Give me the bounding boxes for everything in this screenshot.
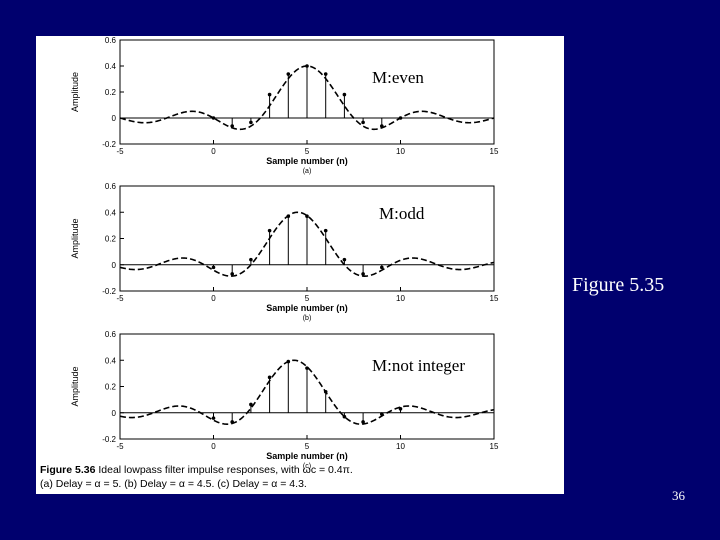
caption-text: Ideal lowpass filter impulse responses, …	[98, 464, 353, 476]
plot-2: -0.2 0 0.2 0.4 0.6 -5 0 5 10 15 Sample number (n) (…	[70, 182, 499, 322]
y-tick-label: 0	[112, 261, 117, 270]
stem-marker	[249, 257, 253, 262]
x-tick-label: 5	[305, 442, 310, 451]
stem-marker	[323, 72, 328, 76]
page-number: 36	[672, 488, 685, 503]
annotation-m-odd: M:odd	[379, 204, 425, 223]
x-tick-label: -5	[116, 442, 124, 451]
stem-marker	[398, 407, 403, 411]
y-tick-label: 0.2	[105, 88, 117, 97]
panel-sublabel: (a)	[303, 168, 312, 175]
y-tick-label: 0.4	[105, 356, 117, 365]
stem-marker	[230, 124, 234, 128]
stem-marker	[305, 214, 309, 218]
stem-marker	[249, 120, 253, 125]
stem-marker	[267, 375, 272, 380]
panel-sublabel: (b)	[303, 315, 312, 322]
y-tick-label: -0.2	[102, 140, 116, 149]
stem-marker	[380, 265, 384, 270]
stem-marker	[361, 120, 365, 125]
x-tick-label: 15	[490, 442, 499, 451]
y-tick-label: 0	[112, 114, 117, 123]
x-tick-label: -5	[116, 147, 124, 156]
x-tick-label: 0	[211, 147, 216, 156]
x-tick-label: 10	[396, 294, 405, 303]
x-tick-label: 5	[305, 147, 310, 156]
annotation-m-not-integer: M:not integer	[372, 356, 466, 375]
y-tick-label: 0.4	[105, 62, 117, 71]
plot-3: -0.2 0 0.2 0.4 0.6 -5 0 5 10 15 Sample number (n) (…	[70, 330, 499, 470]
y-tick-label: 0.6	[105, 36, 117, 45]
stem-marker	[342, 92, 347, 97]
annotation-m-even: M:even	[372, 68, 424, 87]
x-tick-label: 15	[490, 294, 499, 303]
stem-marker	[230, 272, 234, 276]
x-tick-label: 10	[396, 147, 405, 156]
x-tick-label: 5	[305, 294, 310, 303]
y-tick-label: 0.6	[105, 330, 117, 339]
y-axis-label: Amplitude	[70, 366, 80, 406]
figure-caption-line1: Figure 5.36 Ideal lowpass filter impulse…	[40, 464, 353, 476]
sinc-curve	[119, 359, 495, 425]
stem-marker	[249, 402, 253, 407]
y-axis-label: Amplitude	[70, 218, 80, 258]
stem-marker	[380, 412, 384, 416]
stem-marker	[267, 92, 272, 97]
x-tick-label: 15	[490, 147, 499, 156]
stem-marker	[286, 72, 291, 76]
panel-sublabel: (c)	[303, 463, 311, 470]
y-axis-label: Amplitude	[70, 72, 80, 112]
x-axis-label: Sample number (n)	[266, 303, 348, 313]
y-tick-label: -0.2	[102, 287, 116, 296]
caption-figure-ref: Figure 5.36	[40, 464, 96, 476]
x-axis-label: Sample number (n)	[266, 451, 348, 461]
y-tick-label: -0.2	[102, 435, 116, 444]
stem-marker	[323, 389, 328, 394]
stem-marker	[211, 416, 216, 420]
stem-marker	[380, 124, 384, 128]
stem-marker	[286, 359, 291, 364]
stem-marker	[342, 257, 347, 262]
stem-marker	[230, 420, 234, 424]
y-tick-label: 0.6	[105, 182, 117, 191]
y-tick-label: 0.4	[105, 208, 117, 217]
stem-marker	[286, 214, 291, 218]
stem-marker	[361, 420, 365, 424]
stem-marker	[305, 64, 309, 68]
stem-marker	[342, 414, 347, 419]
stem-marker	[323, 228, 328, 233]
y-tick-label: 0.2	[105, 235, 117, 244]
y-tick-label: 0	[112, 409, 117, 418]
plot-1: -0.2 0 0.2 0.4 0.6 -5 0 5 10 15 Sample number (n) (…	[70, 36, 499, 175]
stem-marker	[361, 272, 365, 276]
x-tick-label: -5	[116, 294, 124, 303]
sinc-curve	[119, 211, 495, 277]
stem-marker	[211, 265, 216, 270]
figure-label: Figure 5.35	[572, 274, 665, 296]
stem-marker	[305, 366, 309, 370]
figure-panel: -0.2 0 0.2 0.4 0.6 -5 0 5 10 15 Sample number (n) (…	[36, 36, 564, 494]
x-tick-label: 0	[211, 442, 216, 451]
stem-marker	[398, 116, 403, 120]
stem-marker	[267, 228, 272, 233]
stem-marker	[211, 116, 216, 120]
y-tick-label: 0.2	[105, 383, 117, 392]
x-tick-label: 10	[396, 442, 405, 451]
x-axis-label: Sample number (n)	[266, 156, 348, 166]
x-tick-label: 0	[211, 294, 216, 303]
figure-caption-line2: (a) Delay = α = 5. (b) Delay = α = 4.5. …	[40, 478, 307, 490]
impulse-response-plots: -0.2 0 0.2 0.4 0.6 -5 0 5 10 15 Sample number (n) (…	[70, 36, 499, 470]
